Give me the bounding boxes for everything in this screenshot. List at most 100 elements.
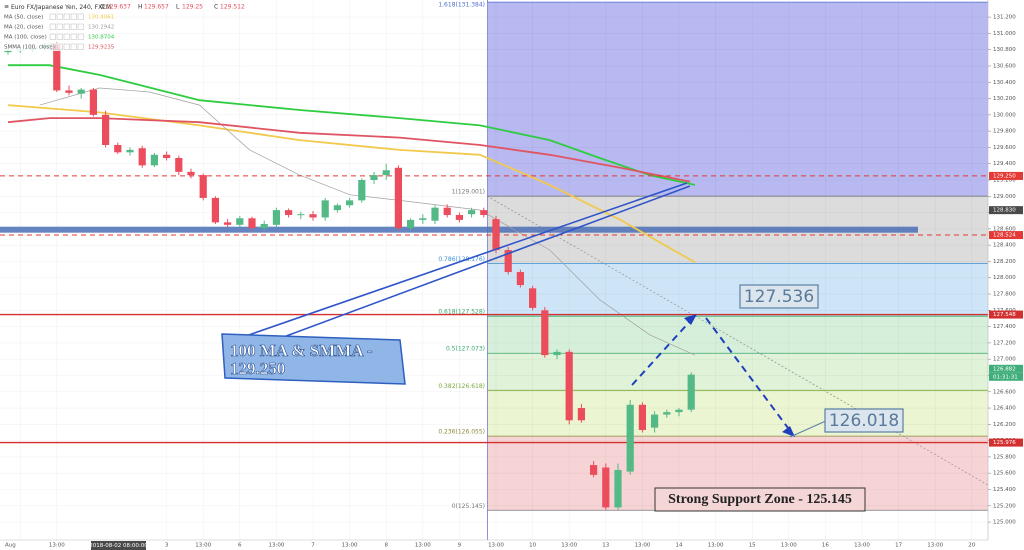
x-tick-label: 10 — [529, 543, 536, 549]
legend-button — [49, 43, 56, 50]
arrow-head — [684, 314, 697, 325]
fib-zones — [487, 0, 988, 540]
candle-body — [565, 351, 573, 421]
price-tag-bg — [989, 231, 1023, 240]
moving-average — [39, 87, 696, 356]
x-tick-label: 20 — [968, 543, 975, 549]
x-tick-label: 13:00 — [781, 543, 797, 549]
fib-zone — [487, 263, 988, 317]
candle-body — [211, 197, 219, 223]
ohlc-value: 129.637 — [106, 4, 131, 11]
candle-body — [321, 200, 329, 218]
fib-label: 0.786(128.176) — [438, 256, 485, 263]
y-tick-label: 125.000 — [993, 520, 1016, 526]
legend-name: MA (100, close) — [4, 35, 47, 41]
candle-body — [455, 215, 463, 220]
legend-button — [49, 13, 56, 20]
fib-zone — [487, 390, 988, 437]
annotation-bg — [654, 487, 866, 512]
y-tick-label: 125.600 — [993, 471, 1016, 477]
y-tick-label: 129.600 — [993, 145, 1016, 151]
candle-body — [370, 175, 378, 180]
candle-body — [248, 218, 256, 229]
annotation-text: Strong Support Zone - 125.145 — [668, 492, 852, 507]
candle-body — [333, 205, 341, 211]
candle-body — [358, 180, 366, 201]
candle-body — [346, 200, 354, 206]
forecast-arrow — [631, 317, 694, 386]
candle-body — [516, 272, 524, 286]
candle-body — [175, 158, 183, 172]
fib-label: 0.5(127.073) — [446, 346, 485, 353]
legend-bg — [2, 23, 96, 31]
annotation-box: 126.018 — [824, 408, 904, 433]
x-tick-label: 13:00 — [854, 543, 870, 549]
moving-average — [8, 64, 696, 186]
y-tick-label: 126.200 — [993, 422, 1016, 428]
legend-button — [70, 43, 77, 50]
y-tick-label: 130.400 — [993, 80, 1016, 86]
x-tick-label: 13:00 — [415, 543, 431, 549]
legend-button — [70, 23, 77, 30]
candle-body — [114, 144, 122, 153]
x-tick-label: 3 — [165, 543, 169, 549]
legend-button — [77, 13, 84, 20]
annotation-text: 126.018 — [829, 411, 899, 431]
candle-body — [309, 214, 317, 218]
candle-body — [492, 219, 500, 251]
callout-text: 100 MA & SMMA - — [230, 341, 373, 360]
y-tick-label: 131.000 — [993, 31, 1016, 37]
legend-value: 130.2942 — [88, 25, 114, 31]
annotation-text: 127.536 — [744, 287, 814, 307]
fib-zone — [487, 2, 988, 197]
x-tick-label: 13:00 — [488, 543, 504, 549]
price-tag: 126.882 — [993, 366, 1016, 372]
grid — [0, 0, 988, 540]
price-tag-bg — [989, 310, 1023, 319]
y-tick-label: 128.600 — [993, 226, 1016, 232]
fib-label: 0.618(127.528) — [438, 309, 485, 316]
legend-button — [77, 33, 84, 40]
x-tick-label: 13:00 — [708, 543, 724, 549]
x-tick-label: 7 — [311, 543, 315, 549]
y-tick-label: 127.400 — [993, 324, 1016, 330]
x-tick-label: Aug — [5, 543, 16, 549]
axes: 131.200131.000130.800130.600130.400130.2… — [5, 15, 1023, 550]
candle-body — [638, 404, 646, 431]
candle-body — [407, 219, 415, 229]
y-tick-label: 130.800 — [993, 47, 1016, 53]
y-tick-label: 129.400 — [993, 161, 1016, 167]
price-tag: 129.250 — [993, 173, 1016, 179]
legend-button — [77, 43, 84, 50]
legend-button — [63, 23, 70, 30]
timer-bg — [989, 372, 1023, 381]
candle-body — [431, 207, 439, 221]
callout: 100 MA & SMMA - 129.250 — [221, 333, 406, 385]
candle-body — [394, 167, 402, 229]
y-tick-label: 127.000 — [993, 357, 1016, 363]
candle-body — [138, 148, 146, 166]
legend-button — [63, 13, 70, 20]
fib-zone — [487, 316, 988, 354]
fib-zone-divider — [487, 0, 488, 540]
y-tick-label: 129.800 — [993, 129, 1016, 135]
price-tag-bg — [989, 364, 1023, 373]
x-tick-label: 13:00 — [268, 543, 284, 549]
price-tag: 127.548 — [993, 312, 1016, 318]
fib-label: 0.382(126.618) — [438, 383, 485, 390]
candle-body — [443, 207, 451, 216]
price-axis — [988, 0, 1024, 540]
legend-name: SMMA (100, close) — [4, 45, 55, 51]
fib-label: 1.618(131.384) — [438, 2, 485, 9]
legend-button — [56, 23, 63, 30]
legend-button — [56, 13, 63, 20]
y-tick-label: 125.800 — [993, 454, 1016, 460]
legend-value: 129.9235 — [88, 45, 115, 51]
callout-text: 129.250 — [230, 359, 285, 378]
ohlc-value: 129.657 — [144, 4, 169, 11]
legend-name: MA (50, close) — [4, 15, 43, 21]
candle-body — [297, 214, 305, 216]
candle-body — [150, 154, 158, 166]
price-tag-bg — [989, 438, 1023, 447]
